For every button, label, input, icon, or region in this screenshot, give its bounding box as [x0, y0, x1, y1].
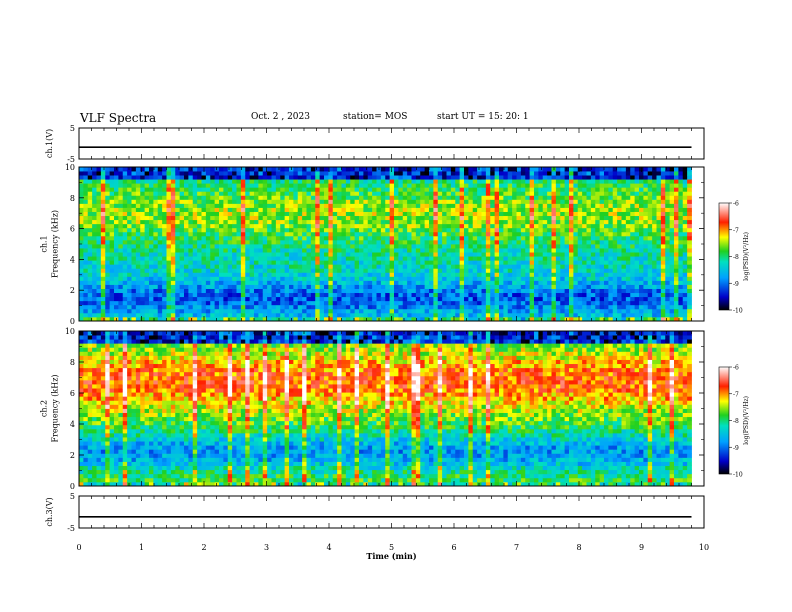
x-tick-label: 3 — [264, 543, 269, 552]
y-tick-label: 8 — [70, 358, 75, 367]
y-tick-label: -5 — [67, 524, 75, 533]
ch2-spectrogram-heatmap — [79, 331, 692, 487]
y-axis-label: Frequency (kHz) — [51, 374, 60, 442]
colorbar-label: log(PSD)(V²/Hz) — [743, 396, 750, 445]
colorbar-label: log(PSD)(V²/Hz) — [743, 232, 750, 281]
ch2-spectrogram-panel: -6 -7 -8 -9 -10 log(PSD)(V²/Hz) 0 2 4 6 8 10 ch.2 Fre… — [40, 327, 751, 491]
y-axis-label: ch.1 — [40, 235, 49, 252]
colorbar-tick-label: -8 — [733, 254, 739, 261]
x-tick-label: 2 — [201, 543, 206, 552]
ch2-spectrogram-colorbar — [718, 366, 730, 475]
ch1-spectrogram-heatmap — [79, 167, 692, 322]
colorbar-tick-label: -6 — [733, 365, 739, 372]
x-tick-label: 4 — [326, 543, 331, 552]
y-tick-label: 4 — [70, 255, 75, 264]
y-tick-label: 0 — [70, 317, 75, 326]
colorbar-tick-label: -9 — [733, 281, 739, 288]
colorbar-tick-label: -8 — [733, 418, 739, 425]
colorbar-tick-label: -9 — [733, 445, 739, 452]
y-tick-label: 6 — [70, 225, 75, 234]
ch3-waveform-panel: 5 -5 ch.3(V) 0 1 2 3 4 5 6 7 8 9 10 Time (min) — [45, 492, 709, 561]
x-tick-label: 1 — [139, 543, 144, 552]
y-axis-label: ch.2 — [40, 400, 49, 417]
y-tick-label: 4 — [70, 420, 75, 429]
y-tick-label: 5 — [70, 492, 75, 501]
station-label: station= MOS — [343, 112, 408, 122]
y-tick-label: 2 — [70, 451, 75, 460]
colorbar-tick-label: -7 — [733, 227, 739, 234]
ch1-spectrogram-colorbar — [718, 202, 730, 311]
y-tick-label: 10 — [65, 327, 75, 336]
x-tick-label: 9 — [639, 543, 644, 552]
y-tick-label: 0 — [70, 482, 75, 491]
y-axis-label: ch.3(V) — [45, 497, 54, 526]
date-label: Oct. 2 , 2023 — [251, 112, 310, 122]
y-tick-label: 10 — [65, 163, 75, 172]
ch1-waveform-panel: 5 -5 ch.1(V) — [45, 124, 705, 164]
x-tick-label: 8 — [576, 543, 581, 552]
y-axis-label: ch.1(V) — [45, 129, 54, 158]
ch1-spectrogram-panel: -6 -7 -8 -9 -10 log(PSD)(V²/Hz) 0 2 4 6 8 10 ch.1 Fre… — [40, 163, 751, 326]
colorbar-tick-label: -10 — [733, 472, 743, 479]
colorbar-tick-label: -6 — [733, 201, 739, 208]
x-tick-label: 10 — [699, 543, 709, 552]
x-tick-label: 6 — [451, 543, 456, 552]
y-tick-label: 2 — [70, 286, 75, 295]
x-tick-label: 0 — [76, 543, 81, 552]
chart-title: VLF Spectra — [80, 111, 157, 125]
colorbar-tick-label: -10 — [733, 308, 743, 315]
y-tick-label: 6 — [70, 389, 75, 398]
x-tick-label: 7 — [514, 543, 519, 552]
y-axis-label: Frequency (kHz) — [51, 210, 60, 278]
x-tick-label: 5 — [389, 543, 394, 552]
y-tick-label: 8 — [70, 194, 75, 203]
colorbar-tick-label: -7 — [733, 391, 739, 398]
y-tick-label: 5 — [70, 124, 75, 133]
x-axis-label: Time (min) — [366, 551, 416, 561]
y-tick-label: -5 — [67, 155, 75, 164]
start-ut-label: start UT = 15: 20: 1 — [437, 112, 529, 122]
